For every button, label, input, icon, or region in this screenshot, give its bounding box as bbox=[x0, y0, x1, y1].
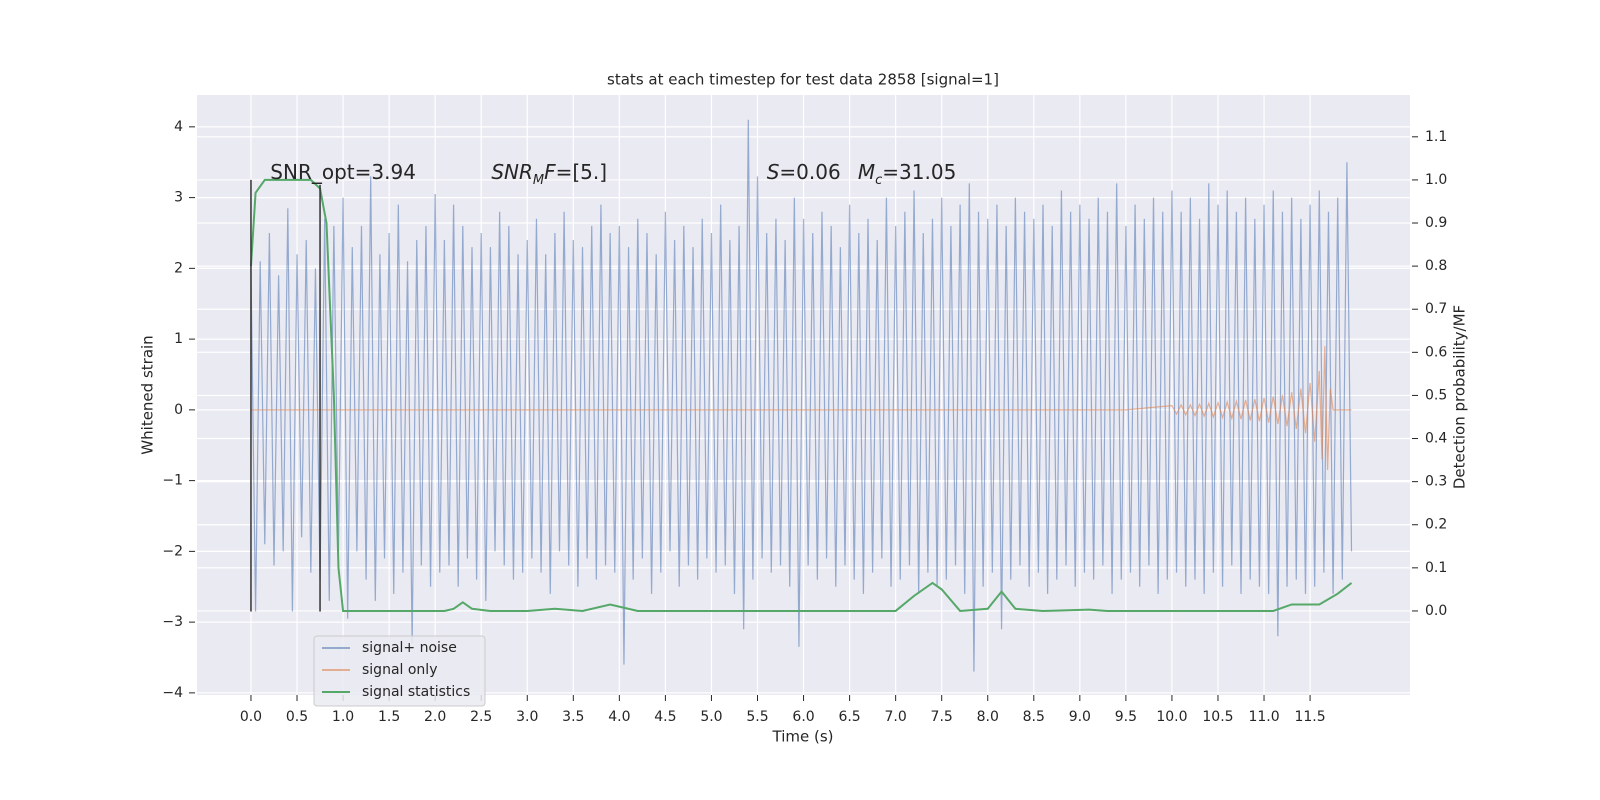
y-tick-label: 4 bbox=[174, 119, 183, 135]
y2-tick-label: 0.2 bbox=[1425, 517, 1447, 533]
annotation-part: F bbox=[544, 159, 556, 183]
annotation: SNRMF=[5.] bbox=[491, 159, 607, 188]
legend-label: signal statistics bbox=[362, 684, 470, 700]
annotation: SNR_opt=3.94 bbox=[270, 159, 416, 183]
annotation-part: S bbox=[767, 159, 780, 183]
x-tick-label: 0.5 bbox=[286, 709, 308, 725]
y-tick-label: 2 bbox=[174, 260, 183, 276]
legend-label: signal+ noise bbox=[362, 640, 457, 656]
annotation: S=0.06 bbox=[767, 159, 841, 183]
x-tick-label: 2.0 bbox=[424, 709, 446, 725]
annotation-part: M bbox=[533, 173, 544, 188]
x-tick-label: 4.0 bbox=[608, 709, 630, 725]
x-tick-label: 0.0 bbox=[240, 709, 262, 725]
y2-tick-label: 0.3 bbox=[1425, 474, 1447, 490]
x-tick-label: 4.5 bbox=[654, 709, 676, 725]
annotation-part: =31.05 bbox=[882, 159, 956, 183]
annotation-part: M bbox=[858, 159, 875, 183]
y2-tick-label: 0.7 bbox=[1425, 301, 1447, 317]
annotation: Mc=31.05 bbox=[858, 159, 956, 188]
series-line bbox=[250, 119, 1353, 672]
y-tick-label: 3 bbox=[174, 190, 183, 206]
legend-box bbox=[313, 635, 486, 707]
x-tick-label: 3.0 bbox=[516, 709, 538, 725]
y-tick-label: −4 bbox=[162, 685, 183, 701]
y-tick-label: 0 bbox=[174, 402, 183, 418]
annotation-part: =0.06 bbox=[779, 159, 840, 183]
x-tick-label: 10.5 bbox=[1202, 709, 1233, 725]
series-line bbox=[250, 346, 1352, 471]
x-tick-label: 6.5 bbox=[838, 709, 860, 725]
y2-tick-label: 1.1 bbox=[1425, 129, 1447, 145]
y2-tick-label: 0.4 bbox=[1425, 431, 1447, 447]
annotation-part: SNR bbox=[491, 159, 533, 183]
x-tick-label: 6.0 bbox=[792, 709, 814, 725]
y2-tick-label: 0.5 bbox=[1425, 387, 1447, 403]
y2-tick-label: 0.0 bbox=[1425, 603, 1447, 619]
series-line bbox=[249, 178, 1353, 612]
y-tick-label: −3 bbox=[162, 614, 183, 630]
x-tick-label: 2.5 bbox=[470, 709, 492, 725]
x-tick-label: 9.0 bbox=[1069, 709, 1091, 725]
x-tick-label: 8.5 bbox=[1023, 709, 1045, 725]
annotation-part: SNR_opt=3.94 bbox=[270, 159, 416, 183]
x-tick-label: 1.5 bbox=[378, 709, 400, 725]
y2-tick-label: 0.8 bbox=[1425, 258, 1447, 274]
y-axis-label: Whitened strain bbox=[139, 335, 157, 454]
annotation-part: c bbox=[875, 173, 882, 188]
legend-label: signal only bbox=[362, 662, 437, 678]
x-tick-label: 11.5 bbox=[1294, 709, 1325, 725]
y-tick-label: −2 bbox=[162, 543, 183, 559]
annotation-part: =[5.] bbox=[556, 159, 607, 183]
y2-axis-label: Detection probability/MF bbox=[1451, 305, 1469, 489]
x-tick-label: 5.0 bbox=[700, 709, 722, 725]
x-tick-label: 5.5 bbox=[746, 709, 768, 725]
x-tick-label: 10.0 bbox=[1156, 709, 1187, 725]
y2-tick-label: 0.6 bbox=[1425, 344, 1447, 360]
y2-tick-label: 0.1 bbox=[1425, 560, 1447, 576]
y2-tick-label: 0.9 bbox=[1425, 215, 1447, 231]
x-tick-label: 7.0 bbox=[885, 709, 907, 725]
x-tick-label: 7.5 bbox=[931, 709, 953, 725]
y-tick-label: −1 bbox=[162, 473, 183, 489]
x-tick-label: 8.0 bbox=[977, 709, 999, 725]
x-tick-label: 1.0 bbox=[332, 709, 354, 725]
y-tick-label: 1 bbox=[174, 331, 183, 347]
x-tick-label: 3.5 bbox=[562, 709, 584, 725]
x-tick-label: 9.5 bbox=[1115, 709, 1137, 725]
y2-tick-label: 1.0 bbox=[1425, 172, 1447, 188]
chart-title: stats at each timestep for test data 285… bbox=[607, 71, 999, 89]
x-tick-label: 11.0 bbox=[1248, 709, 1279, 725]
x-axis-label: Time (s) bbox=[772, 728, 834, 746]
